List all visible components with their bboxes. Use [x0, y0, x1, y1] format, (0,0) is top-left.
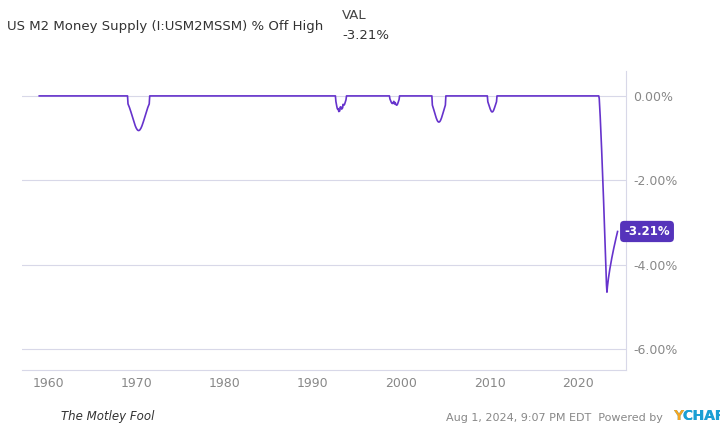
Text: -3.21%: -3.21% — [624, 225, 670, 238]
Text: Y: Y — [673, 409, 683, 423]
Text: YCHARTS: YCHARTS — [673, 409, 720, 423]
Text: CHARTS: CHARTS — [683, 409, 720, 423]
Text: -3.21%: -3.21% — [342, 29, 389, 41]
Text: US M2 Money Supply (I:USM2MSSM) % Off High: US M2 Money Supply (I:USM2MSSM) % Off Hi… — [7, 20, 323, 33]
Text: Aug 1, 2024, 9:07 PM EDT  Powered by: Aug 1, 2024, 9:07 PM EDT Powered by — [446, 413, 667, 423]
Text: VAL: VAL — [342, 9, 366, 22]
Text: The Motley Fool: The Motley Fool — [61, 411, 155, 423]
